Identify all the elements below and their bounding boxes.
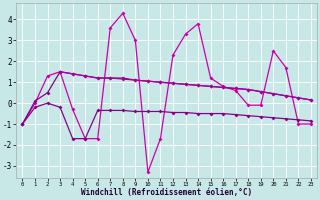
- X-axis label: Windchill (Refroidissement éolien,°C): Windchill (Refroidissement éolien,°C): [81, 188, 252, 197]
